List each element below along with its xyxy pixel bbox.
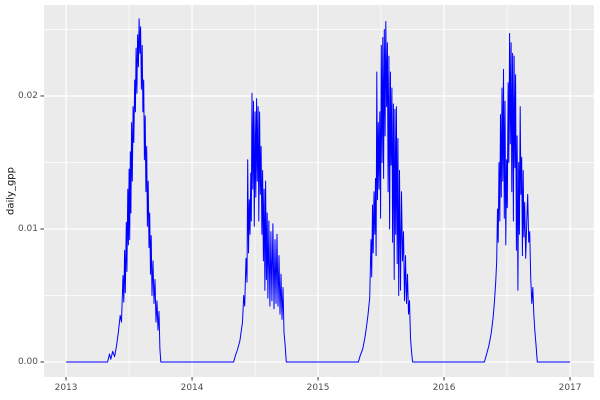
x-tick-label: 2016 (432, 383, 456, 393)
x-tick-label: 2013 (54, 383, 78, 393)
y-axis-title: daily_gpp (5, 167, 17, 215)
x-tick-label: 2017 (558, 383, 582, 393)
series-line-daily_gpp (66, 18, 571, 363)
x-tick-label: 2014 (180, 383, 204, 393)
y-tick-label: 0.00 (17, 356, 38, 367)
y-tick-label: 0.01 (17, 223, 38, 234)
x-tick-label: 2015 (306, 383, 330, 393)
y-tick-label: 0.02 (17, 90, 38, 101)
